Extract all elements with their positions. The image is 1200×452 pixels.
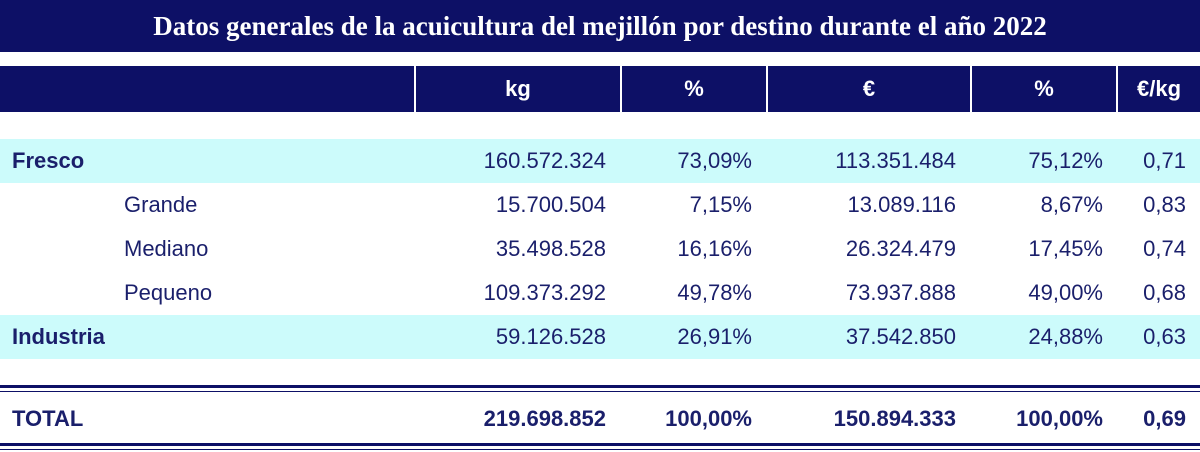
table-title: Datos generales de la acuicultura del me… (0, 0, 1200, 52)
total-top-rule (0, 385, 1200, 388)
table-row: Pequeno 109.373.292 49,78% 73.937.888 49… (0, 271, 1200, 315)
cell-kg: 109.373.292 (483, 280, 606, 305)
cell-pct-euro: 100,00% (1016, 406, 1103, 431)
header-pct-kg: % (684, 76, 704, 101)
cell-kg: 59.126.528 (495, 324, 606, 349)
header-euro: € (862, 76, 876, 101)
row-label: Pequeno (124, 280, 213, 305)
header-separator (766, 66, 768, 112)
cell-pct-kg: 73,09% (677, 148, 752, 173)
cell-pct-euro: 24,88% (1028, 324, 1103, 349)
cell-euro-per-kg: 0,69 (1143, 406, 1186, 431)
cell-kg: 219.698.852 (483, 406, 606, 431)
cell-euro-per-kg: 0,83 (1143, 192, 1186, 217)
row-label: Fresco (12, 148, 85, 173)
row-label: Industria (12, 324, 105, 349)
header-euro-per-kg: €/kg (1136, 76, 1182, 101)
total-bottom-rule-thin (0, 449, 1200, 450)
table-row: Mediano 35.498.528 16,16% 26.324.479 17,… (0, 227, 1200, 271)
row-label: TOTAL (12, 406, 84, 431)
cell-kg: 35.498.528 (495, 236, 606, 261)
row-label: Grande (124, 192, 198, 217)
header-separator (970, 66, 972, 112)
table-row: Industria 59.126.528 26,91% 37.542.850 2… (0, 315, 1200, 359)
header-separator (414, 66, 416, 112)
header-separator (1116, 66, 1118, 112)
total-row: TOTAL 219.698.852 100,00% 150.894.333 10… (0, 397, 1200, 441)
cell-pct-euro: 75,12% (1028, 148, 1103, 173)
cell-pct-euro: 49,00% (1028, 280, 1103, 305)
table-row: Fresco 160.572.324 73,09% 113.351.484 75… (0, 139, 1200, 183)
cell-pct-kg: 26,91% (677, 324, 752, 349)
cell-kg: 160.572.324 (483, 148, 606, 173)
header-separator (620, 66, 622, 112)
total-bottom-rule (0, 443, 1200, 446)
cell-euro-per-kg: 0,63 (1143, 324, 1186, 349)
table-row: Grande 15.700.504 7,15% 13.089.116 8,67%… (0, 183, 1200, 227)
cell-euro: 150.894.333 (833, 406, 956, 431)
cell-pct-kg: 16,16% (677, 236, 752, 261)
header-pct-euro: % (1034, 76, 1054, 101)
cell-pct-kg: 49,78% (677, 280, 752, 305)
cell-euro: 26.324.479 (845, 236, 956, 261)
cell-pct-kg: 100,00% (665, 406, 752, 431)
cell-euro: 113.351.484 (835, 148, 956, 173)
cell-euro-per-kg: 0,68 (1143, 280, 1186, 305)
total-top-rule-thin (0, 391, 1200, 392)
cell-pct-euro: 8,67% (1040, 192, 1103, 217)
table-header: kg % € % €/kg (0, 66, 1200, 112)
cell-euro-per-kg: 0,71 (1143, 148, 1186, 173)
cell-euro: 73.937.888 (845, 280, 956, 305)
row-label: Mediano (124, 236, 209, 261)
cell-euro: 37.542.850 (845, 324, 956, 349)
cell-euro-per-kg: 0,74 (1143, 236, 1186, 261)
cell-euro: 13.089.116 (847, 192, 956, 217)
cell-kg: 15.700.504 (495, 192, 606, 217)
cell-pct-euro: 17,45% (1028, 236, 1103, 261)
cell-pct-kg: 7,15% (689, 192, 752, 217)
header-kg: kg (505, 76, 531, 101)
